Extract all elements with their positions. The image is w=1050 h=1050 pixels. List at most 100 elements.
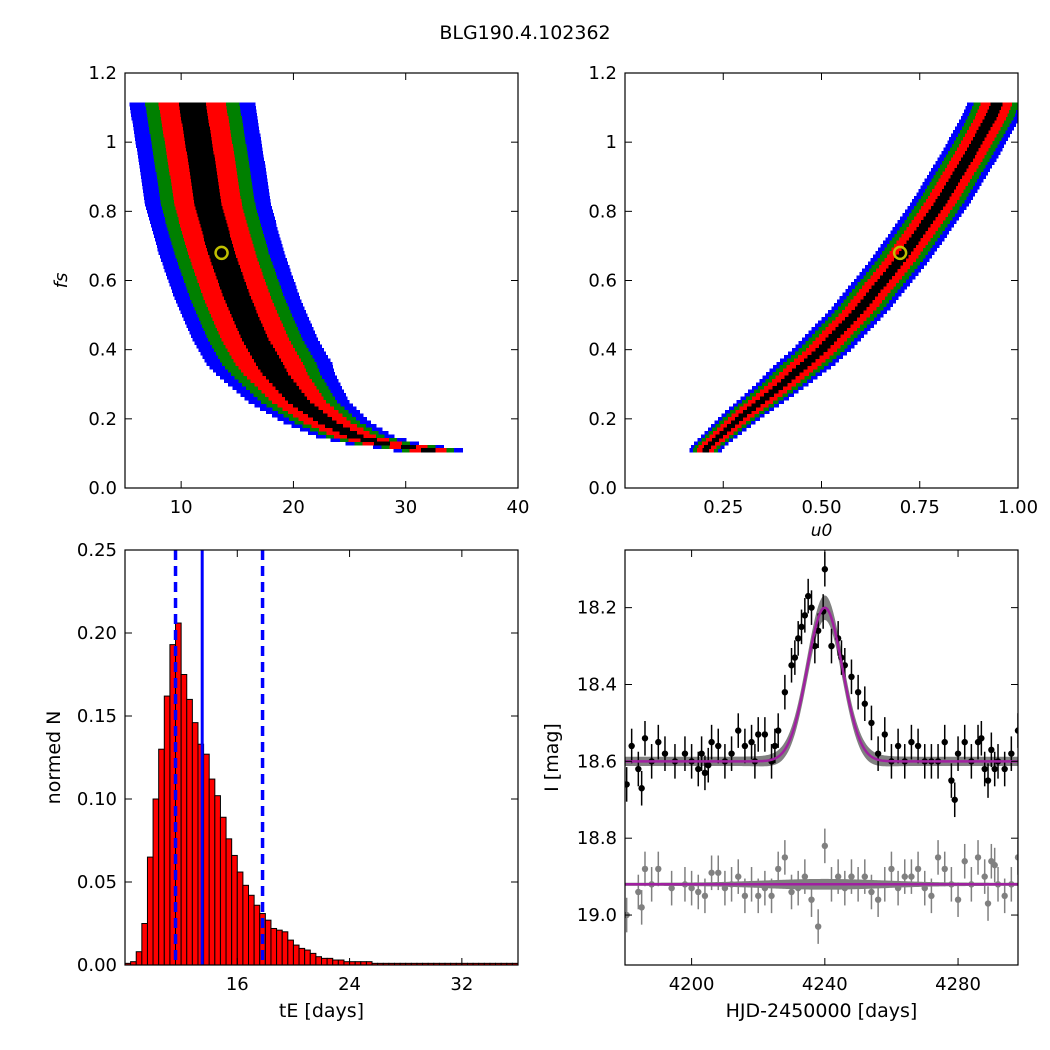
residuals-point <box>874 896 882 903</box>
sigma1-cell <box>948 178 961 183</box>
histogram-bar <box>231 854 238 965</box>
sigma1-cell <box>238 330 266 335</box>
sigma1-cell <box>755 399 766 404</box>
sigma1-cell <box>198 216 226 221</box>
data-point <box>705 761 712 769</box>
sigma1-cell <box>179 105 207 110</box>
data-point <box>1008 750 1015 757</box>
y-tick-label: 0.05 <box>77 872 117 893</box>
data-point <box>748 738 755 746</box>
histogram-bar <box>253 904 261 965</box>
sigma1-cell <box>253 358 281 363</box>
x-tick-label: 4240 <box>802 974 848 995</box>
sigma1-cell <box>332 427 351 432</box>
y-tick-label: 1.2 <box>588 63 617 84</box>
residuals-point <box>908 873 915 880</box>
data-point <box>908 738 915 746</box>
residuals-point <box>941 865 948 873</box>
residuals-point <box>901 873 908 880</box>
panel-te-fs: 10 20 30 40 0.0 0.2 0.4 0.6 0.8 1 1.2 fs <box>51 63 529 518</box>
residuals-point <box>961 858 968 865</box>
histogram-bar <box>321 957 328 965</box>
x-tick-label: 4280 <box>935 974 981 995</box>
x-tick-label: 1.00 <box>998 497 1038 518</box>
sigma1-cell <box>374 441 391 446</box>
histogram-bar <box>248 894 255 965</box>
sigma1-cell <box>221 289 249 294</box>
plot-frame <box>124 72 519 489</box>
light-curve-layer <box>625 551 1018 944</box>
sigma1-cell <box>868 289 881 294</box>
sigma1-cell <box>891 261 904 266</box>
sigma1-cell <box>952 171 965 176</box>
sigma1-cell <box>346 434 364 439</box>
sigma1-cell <box>727 424 736 429</box>
histogram-bar <box>141 923 148 965</box>
sigma1-cell <box>939 192 952 197</box>
sigma1-cell <box>958 161 971 166</box>
sigma1-cell <box>803 358 816 363</box>
sigma1-cell <box>784 375 796 380</box>
sigma1-cell <box>260 368 287 373</box>
y-tick-label: 0.4 <box>588 340 617 361</box>
sigma1-cell <box>768 389 779 394</box>
x-tick-label: 4200 <box>669 974 715 995</box>
sigma1-cell <box>990 102 1003 107</box>
sigma1-cell <box>719 430 728 435</box>
residuals-point <box>768 892 775 900</box>
histogram-bar <box>219 816 227 965</box>
data-point <box>978 735 985 742</box>
residuals-point <box>668 884 675 892</box>
histogram-bar <box>326 957 334 965</box>
y-axis-label: normed N <box>43 711 65 805</box>
histogram-bar <box>152 798 160 965</box>
sigma1-cell <box>199 219 227 225</box>
histogram-bar <box>304 949 311 965</box>
sigma1-cell <box>974 133 987 138</box>
sigma1-cell <box>964 150 977 155</box>
data-point <box>954 750 962 757</box>
data-point <box>628 742 635 750</box>
sigma1-cell <box>950 175 963 180</box>
histogram-bar <box>292 944 300 965</box>
sigma1-cell <box>245 344 273 349</box>
sigma1-cell <box>202 230 230 235</box>
sigma1-cell <box>204 237 232 242</box>
y-tick-label: 0.6 <box>588 271 617 292</box>
data-point <box>868 719 875 727</box>
data-point <box>961 738 968 746</box>
sigma1-cell <box>185 140 213 145</box>
sigma1-cell <box>200 223 228 228</box>
sigma1-cell <box>298 406 319 411</box>
sigma1-cell <box>243 341 271 346</box>
sigma1-cell <box>972 136 985 142</box>
sigma1-cell <box>962 154 975 159</box>
sigma1-cell <box>780 379 792 384</box>
y-tick-label: 0.10 <box>77 789 117 810</box>
residuals-point <box>688 884 695 892</box>
residuals-point <box>814 923 822 930</box>
best-fit-marker <box>892 245 908 261</box>
sigma1-cell <box>911 233 924 238</box>
sigma1-cell <box>193 192 221 197</box>
sigma1-cell <box>764 392 775 397</box>
sigma1-cell <box>281 392 305 397</box>
sigma1-cell <box>265 375 291 380</box>
y-tick-label: 18.4 <box>577 674 617 695</box>
data-point <box>821 566 829 573</box>
sigma1-cell <box>937 195 950 200</box>
sigma1-cell <box>968 143 981 148</box>
sigma1-cell <box>882 271 895 276</box>
data-point <box>771 742 779 750</box>
y-tick-label: 0.0 <box>88 478 117 499</box>
histogram-bar <box>264 919 272 965</box>
sigma1-cell <box>956 164 969 169</box>
data-point <box>811 642 819 650</box>
sigma1-cell <box>923 216 936 221</box>
residuals-point <box>761 884 769 892</box>
x-tick-label: 32 <box>450 974 473 995</box>
data-point <box>854 688 862 696</box>
y-tick-label: 18.2 <box>577 598 617 619</box>
sigma1-cell <box>885 268 898 273</box>
sigma1-cell <box>178 102 206 107</box>
